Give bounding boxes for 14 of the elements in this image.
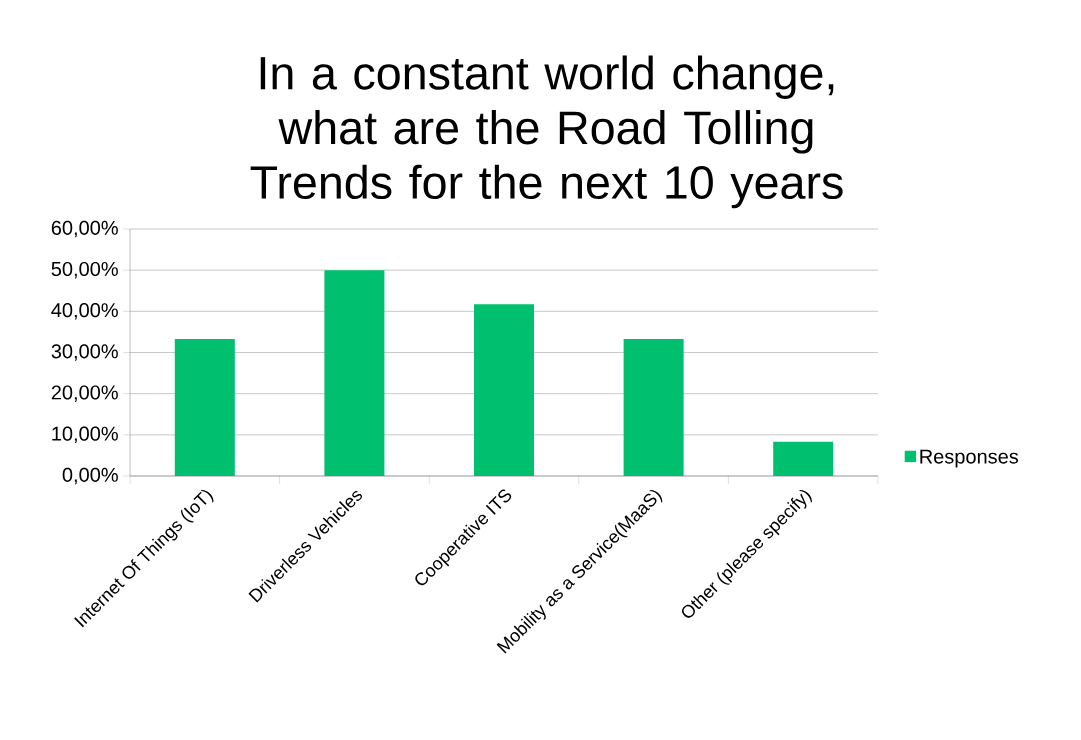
bar xyxy=(324,270,385,476)
y-tick-label: 20,00% xyxy=(51,385,118,402)
y-tick-label: 0,00% xyxy=(62,467,118,485)
bar xyxy=(773,441,834,476)
chart-title: In a constant world change, what are the Road Tolling Trends for the next 10 years xyxy=(250,55,843,209)
y-tick-label: 50,00% xyxy=(51,261,118,279)
y-tick-label: 60,00% xyxy=(51,220,118,238)
legend-label: Responses xyxy=(920,449,1019,468)
y-tick-label: 40,00% xyxy=(51,303,118,320)
y-tick-label: 30,00% xyxy=(51,344,118,361)
y-tick-label: 10,00% xyxy=(52,426,118,444)
bar xyxy=(474,304,535,476)
bar xyxy=(623,338,684,476)
bar xyxy=(174,338,235,476)
